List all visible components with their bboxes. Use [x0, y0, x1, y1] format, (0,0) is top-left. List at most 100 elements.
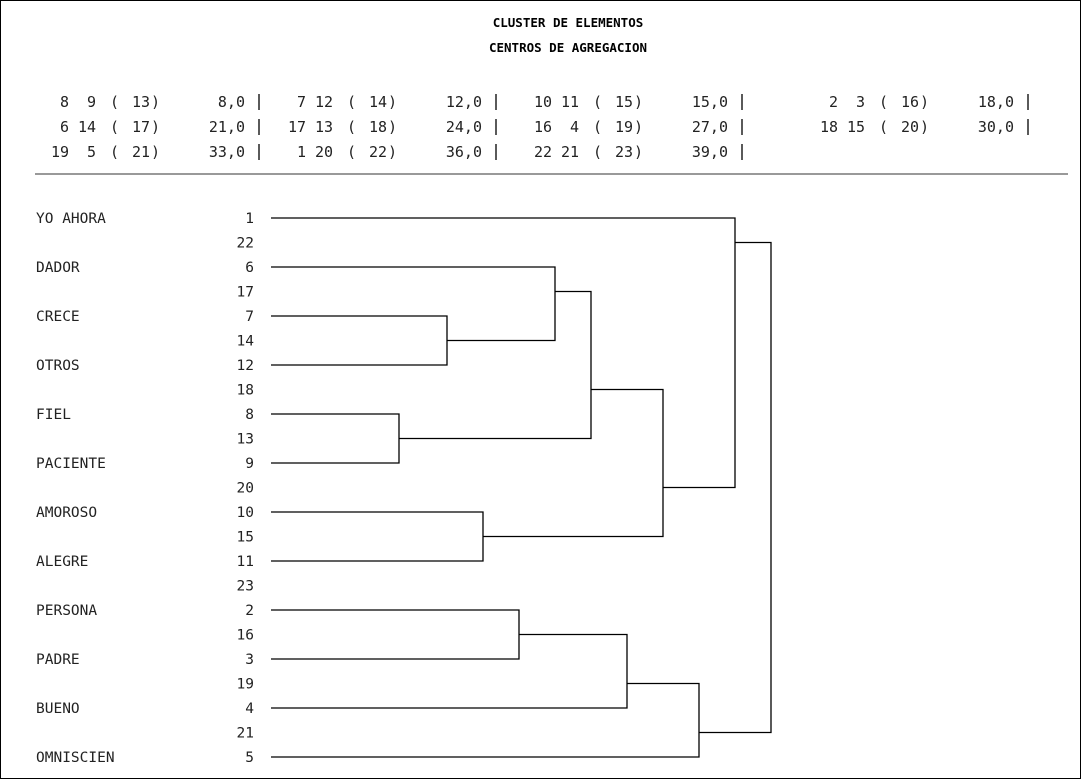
leaf-label: PADRE: [36, 652, 80, 668]
leaf-label: YO AHORA: [36, 211, 106, 227]
agg-paren-open: (: [593, 143, 602, 161]
dendrogram-link: [699, 585, 772, 734]
agg-paren-close: ): [151, 143, 160, 161]
row-id: 13: [237, 432, 254, 448]
row-id: 7: [245, 309, 254, 325]
agg-item-a: 7: [297, 93, 306, 111]
agg-item-a: 19: [51, 143, 69, 161]
agg-item-b: 9: [87, 93, 96, 111]
agg-level: 21,0: [209, 118, 245, 136]
agg-paren-close: ): [920, 93, 929, 111]
agg-item-a: 6: [60, 118, 69, 136]
aggregation-table: 8 9(13) 8,0 7 12(14) 12,0 10 11(15) 15,0 2 3(16) 18…: [51, 93, 1029, 161]
agg-paren-close: ): [634, 93, 643, 111]
agg-item-a: 2: [829, 93, 838, 111]
row-id: 4: [245, 701, 254, 717]
agg-paren-open: (: [347, 143, 356, 161]
dendrogram-link: [519, 633, 628, 684]
agg-node: 19: [615, 118, 633, 136]
agg-level: 30,0: [978, 118, 1014, 136]
row-id: 1: [245, 211, 254, 227]
leaf-label: FIEL: [36, 407, 71, 423]
agg-item-b: 21: [561, 143, 579, 161]
agg-node: 20: [901, 118, 919, 136]
leaf-label: OTROS: [36, 358, 80, 374]
dendrogram-link: [271, 315, 448, 341]
agg-level: 39,0: [692, 143, 728, 161]
leaf-label: AMOROSO: [36, 505, 97, 521]
dendrogram-link: [735, 241, 772, 586]
agg-paren-close: ): [634, 118, 643, 136]
row-id: 17: [237, 285, 254, 301]
agg-node: 17: [132, 118, 150, 136]
leaf-label: OMNISCIEN: [36, 750, 115, 766]
agg-level: 12,0: [446, 93, 482, 111]
agg-node: 14: [369, 93, 387, 111]
dendrogram-link: [627, 682, 700, 733]
agg-paren-open: (: [110, 118, 119, 136]
dendrogram-link: [271, 413, 400, 439]
agg-level: 18,0: [978, 93, 1014, 111]
agg-item-b: 4: [570, 118, 579, 136]
row-id: 23: [237, 579, 254, 595]
row-id: 8: [245, 407, 254, 423]
agg-level: 8,0: [218, 93, 245, 111]
row-id: 9: [245, 456, 254, 472]
agg-paren-close: ): [388, 93, 397, 111]
agg-paren-open: (: [347, 118, 356, 136]
dendrogram-link: [271, 732, 700, 758]
leaf-label: DADOR: [36, 260, 80, 276]
agg-item-a: 17: [288, 118, 306, 136]
dendrogram-link: [271, 266, 556, 292]
row-id: 22: [237, 236, 254, 252]
dendrogram-link: [271, 634, 520, 660]
dendrogram-link: [663, 242, 736, 489]
row-id: 18: [237, 383, 254, 399]
row-id: 14: [237, 334, 255, 350]
agg-paren-close: ): [388, 118, 397, 136]
row-id: 16: [237, 628, 254, 644]
leaf-label: PERSONA: [36, 603, 97, 619]
agg-node: 18: [369, 118, 387, 136]
agg-item-b: 15: [847, 118, 865, 136]
agg-level: 27,0: [692, 118, 728, 136]
agg-node: 23: [615, 143, 633, 161]
row-id: 6: [245, 260, 254, 276]
agg-item-b: 5: [87, 143, 96, 161]
agg-paren-open: (: [347, 93, 356, 111]
agg-paren-open: (: [110, 143, 119, 161]
row-id: 3: [245, 652, 254, 668]
leaf-label: PACIENTE: [36, 456, 106, 472]
dendrogram-link: [555, 290, 592, 390]
row-id: 2: [245, 603, 254, 619]
agg-item-a: 10: [534, 93, 552, 111]
leaf-label: CRECE: [36, 309, 80, 325]
row-id: 19: [237, 677, 254, 693]
row-id: 20: [237, 481, 254, 497]
dendrogram-link: [271, 536, 484, 562]
agg-paren-open: (: [879, 93, 888, 111]
dendrogram-link: [271, 340, 448, 366]
agg-paren-close: ): [151, 93, 160, 111]
dendrogram-link: [271, 609, 520, 635]
agg-paren-open: (: [593, 93, 602, 111]
agg-item-b: 11: [561, 93, 579, 111]
agg-paren-open: (: [110, 93, 119, 111]
row-id: 15: [237, 530, 254, 546]
agg-item-a: 18: [820, 118, 838, 136]
row-id: 10: [237, 505, 254, 521]
agg-node: 21: [132, 143, 150, 161]
agg-level: 36,0: [446, 143, 482, 161]
dendrogram-link: [271, 438, 400, 464]
dendrogram-link: [271, 217, 736, 243]
dendrogram-link: [591, 388, 664, 488]
leaf-labels: YO AHORA DADOR CRECE OTROS FIEL PACIENTE AMORO…: [36, 211, 115, 766]
agg-item-b: 20: [315, 143, 333, 161]
dendrogram-link: [483, 487, 664, 538]
agg-paren-close: ): [388, 143, 397, 161]
dendrogram-link: [271, 683, 628, 709]
row-id: 21: [237, 726, 254, 742]
agg-item-a: 8: [60, 93, 69, 111]
agg-paren-close: ): [920, 118, 929, 136]
